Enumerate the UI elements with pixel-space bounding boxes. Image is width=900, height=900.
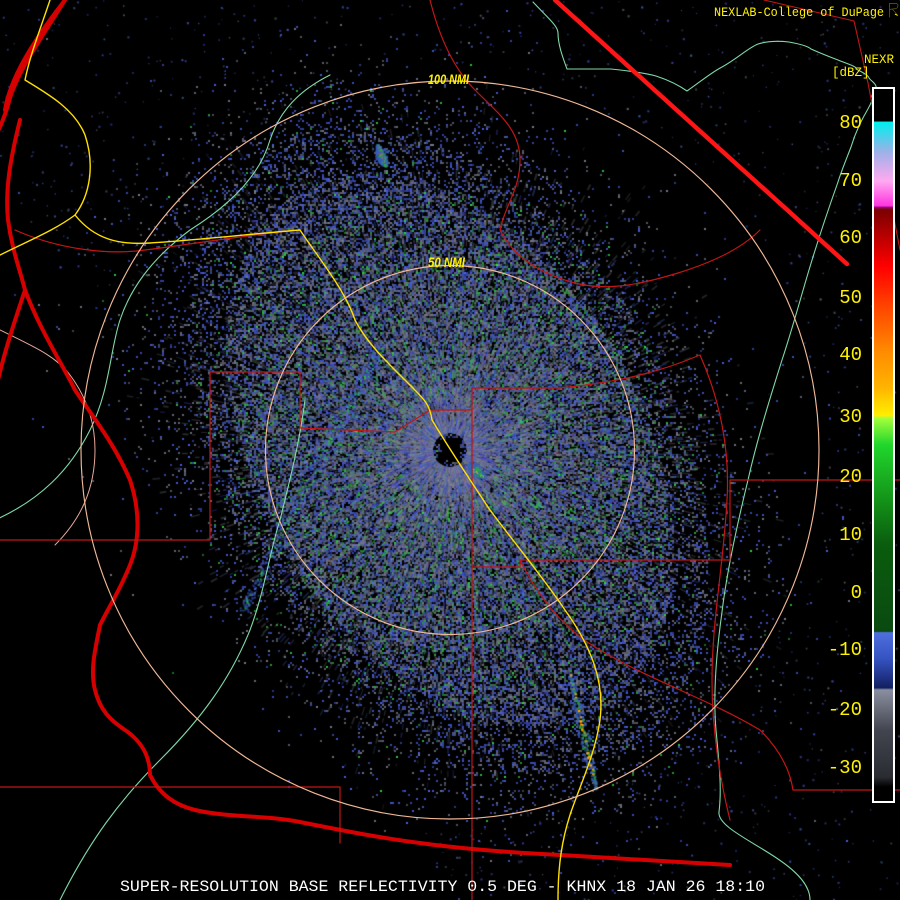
svg-text:-20: -20 [828,699,862,721]
svg-text:70: 70 [839,170,862,192]
svg-text:-10: -10 [828,639,862,661]
svg-text:NEXLAB-College of DuPage: NEXLAB-College of DuPage [714,6,884,20]
svg-text:40: 40 [839,344,862,366]
svg-text:50 NMI: 50 NMI [428,255,465,270]
svg-text:60: 60 [839,227,862,249]
svg-text:100 NMI: 100 NMI [428,72,469,87]
svg-text:30: 30 [839,406,862,428]
svg-text:SUPER-RESOLUTION BASE REFLECTI: SUPER-RESOLUTION BASE REFLECTIVITY 0.5 D… [120,878,765,896]
svg-text:10: 10 [839,524,862,546]
svg-text:80: 80 [839,112,862,134]
svg-text:[dBZ]: [dBZ] [832,66,870,80]
svg-text:0: 0 [851,582,862,604]
svg-text:-30: -30 [828,757,862,779]
svg-text:50: 50 [839,287,862,309]
svg-text:20: 20 [839,466,862,488]
svg-text:NEXR: NEXR [864,53,895,67]
